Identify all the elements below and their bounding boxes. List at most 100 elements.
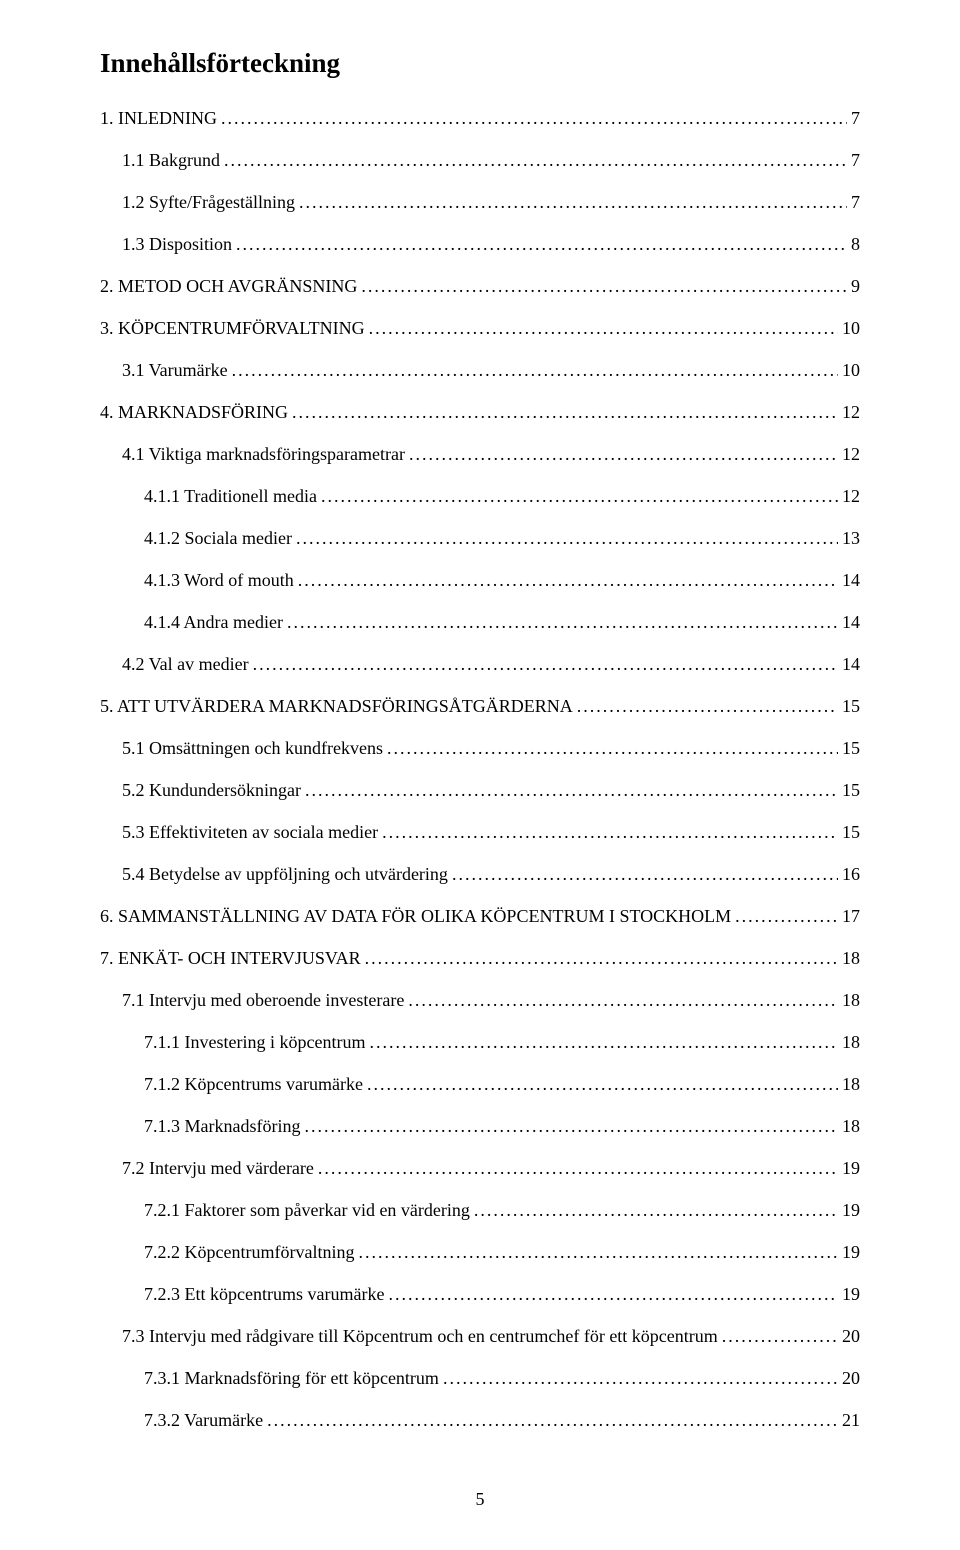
toc-dot-leader (365, 949, 838, 967)
toc-entry-label: 7.2.2 Köpcentrumförvaltning (144, 1243, 358, 1261)
toc-title: Innehållsförteckning (100, 48, 860, 79)
page-number: 5 (0, 1489, 960, 1510)
toc-entry-label: 3.1 Varumärke (122, 361, 232, 379)
toc-dot-leader (236, 235, 847, 253)
toc-entry-page: 18 (838, 949, 860, 967)
toc-entry-page: 18 (838, 1075, 860, 1093)
toc-entry: 3. KÖPCENTRUMFÖRVALTNING10 (100, 319, 860, 337)
toc-entry-page: 14 (838, 571, 860, 589)
toc-entry-label: 4.1.3 Word of mouth (144, 571, 298, 589)
toc-entry-label: 7.1.3 Marknadsföring (144, 1117, 304, 1135)
toc-dot-leader (735, 907, 838, 925)
toc-entry-page: 9 (847, 277, 860, 295)
toc-entry-page: 19 (838, 1159, 860, 1177)
toc-entry-page: 14 (838, 655, 860, 673)
toc-entry: 4.1.4 Andra medier14 (100, 613, 860, 631)
toc-entry: 1. INLEDNING 7 (100, 109, 860, 127)
toc-dot-leader (722, 1327, 838, 1345)
toc-dot-leader (232, 361, 838, 379)
toc-entry-page: 19 (838, 1243, 860, 1261)
toc-dot-leader (298, 571, 838, 589)
toc-entry: 4.2 Val av medier 14 (100, 655, 860, 673)
toc-entry: 7.1 Intervju med oberoende investerare 18 (100, 991, 860, 1009)
toc-dot-leader (224, 151, 847, 169)
toc-entry: 3.1 Varumärke10 (100, 361, 860, 379)
toc-entry: 5.1 Omsättningen och kundfrekvens15 (100, 739, 860, 757)
toc-entry-label: 3. KÖPCENTRUMFÖRVALTNING (100, 319, 369, 337)
toc-entry-page: 18 (838, 991, 860, 1009)
toc-entry-label: 7.1.2 Köpcentrums varumärke (144, 1075, 367, 1093)
toc-entry-label: 7.3 Intervju med rådgivare till Köpcentr… (122, 1327, 722, 1345)
toc-entry: 4.1.1 Traditionell media12 (100, 487, 860, 505)
toc-dot-leader (387, 739, 838, 757)
toc-entry-page: 19 (838, 1201, 860, 1219)
toc-entry: 7.2.1 Faktorer som påverkar vid en värde… (100, 1201, 860, 1219)
toc-dot-leader (388, 1285, 838, 1303)
toc-dot-leader (321, 487, 838, 505)
toc-entry-page: 18 (838, 1033, 860, 1051)
toc-entry: 4.1.3 Word of mouth 14 (100, 571, 860, 589)
toc-entry: 6. SAMMANSTÄLLNING AV DATA FÖR OLIKA KÖP… (100, 907, 860, 925)
toc-entry-label: 6. SAMMANSTÄLLNING AV DATA FÖR OLIKA KÖP… (100, 907, 735, 925)
toc-dot-leader (318, 1159, 838, 1177)
toc-dot-leader (267, 1411, 838, 1429)
toc-dot-leader (408, 991, 838, 1009)
toc-dot-leader (452, 865, 838, 883)
toc-entry-label: 5. ATT UTVÄRDERA MARKNADSFÖRINGSÅTGÄRDER… (100, 697, 577, 715)
toc-entry: 4.1 Viktiga marknadsföringsparametrar 12 (100, 445, 860, 463)
toc-dot-leader (369, 319, 838, 337)
toc-entry: 7.2 Intervju med värderare19 (100, 1159, 860, 1177)
toc-dot-leader (382, 823, 838, 841)
toc-entry-page: 15 (838, 739, 860, 757)
document-page: Innehållsförteckning 1. INLEDNING 7 1.1 Ba… (0, 0, 960, 1550)
toc-dot-leader (304, 1117, 838, 1135)
toc-entry: 7.3.1 Marknadsföring för ett köpcentrum 2… (100, 1369, 860, 1387)
toc-entry: 1.2 Syfte/Frågeställning 7 (100, 193, 860, 211)
toc-entry: 7.1.1 Investering i köpcentrum18 (100, 1033, 860, 1051)
toc-dot-leader (443, 1369, 838, 1387)
toc-dot-leader (358, 1243, 838, 1261)
toc-entry-page: 15 (838, 823, 860, 841)
toc-entry: 7.2.3 Ett köpcentrums varumärke19 (100, 1285, 860, 1303)
toc-dot-leader (361, 277, 847, 295)
toc-entry-page: 13 (838, 529, 860, 547)
toc-entry: 1.3 Disposition 8 (100, 235, 860, 253)
toc-entry-label: 7.3.1 Marknadsföring för ett köpcentrum (144, 1369, 443, 1387)
toc-entry-label: 5.4 Betydelse av uppföljning och utvärde… (122, 865, 452, 883)
toc-entry-label: 5.2 Kundundersökningar (122, 781, 305, 799)
toc-entry-page: 17 (838, 907, 860, 925)
toc-dot-leader (299, 193, 847, 211)
toc-dot-leader (292, 403, 838, 421)
toc-entry-page: 7 (847, 193, 860, 211)
toc-entry-page: 7 (847, 151, 860, 169)
toc-entry-label: 7.3.2 Varumärke (144, 1411, 267, 1429)
toc-entry-label: 1.1 Bakgrund (122, 151, 224, 169)
toc-list: 1. INLEDNING71.1 Bakgrund71.2 Syfte/Fråg… (100, 109, 860, 1429)
toc-entry-label: 1.2 Syfte/Frågeställning (122, 193, 299, 211)
toc-entry: 7.1.2 Köpcentrums varumärke 18 (100, 1075, 860, 1093)
toc-dot-leader (409, 445, 838, 463)
toc-entry-page: 16 (838, 865, 860, 883)
toc-entry-label: 2. METOD OCH AVGRÄNSNING (100, 277, 361, 295)
toc-entry-label: 4.1 Viktiga marknadsföringsparametrar (122, 445, 409, 463)
toc-entry: 2. METOD OCH AVGRÄNSNING 9 (100, 277, 860, 295)
toc-dot-leader (367, 1075, 838, 1093)
toc-entry-label: 4.1.1 Traditionell media (144, 487, 321, 505)
toc-entry: 5.4 Betydelse av uppföljning och utvärde… (100, 865, 860, 883)
toc-entry-label: 7.1 Intervju med oberoende investerare (122, 991, 408, 1009)
toc-entry-page: 12 (838, 445, 860, 463)
toc-entry-label: 7. ENKÄT- OCH INTERVJUSVAR (100, 949, 365, 967)
toc-entry: 4.1.2 Sociala medier13 (100, 529, 860, 547)
toc-entry-page: 20 (838, 1369, 860, 1387)
toc-entry-page: 20 (838, 1327, 860, 1345)
toc-entry-page: 7 (847, 109, 860, 127)
toc-entry: 5.3 Effektiviteten av sociala medier15 (100, 823, 860, 841)
toc-entry-page: 14 (838, 613, 860, 631)
toc-entry-page: 15 (838, 781, 860, 799)
toc-entry: 7.3 Intervju med rådgivare till Köpcentr… (100, 1327, 860, 1345)
toc-entry-page: 8 (847, 235, 860, 253)
toc-entry-page: 18 (838, 1117, 860, 1135)
toc-entry-label: 1.3 Disposition (122, 235, 236, 253)
toc-entry-label: 4.2 Val av medier (122, 655, 253, 673)
toc-entry-label: 1. INLEDNING (100, 109, 221, 127)
